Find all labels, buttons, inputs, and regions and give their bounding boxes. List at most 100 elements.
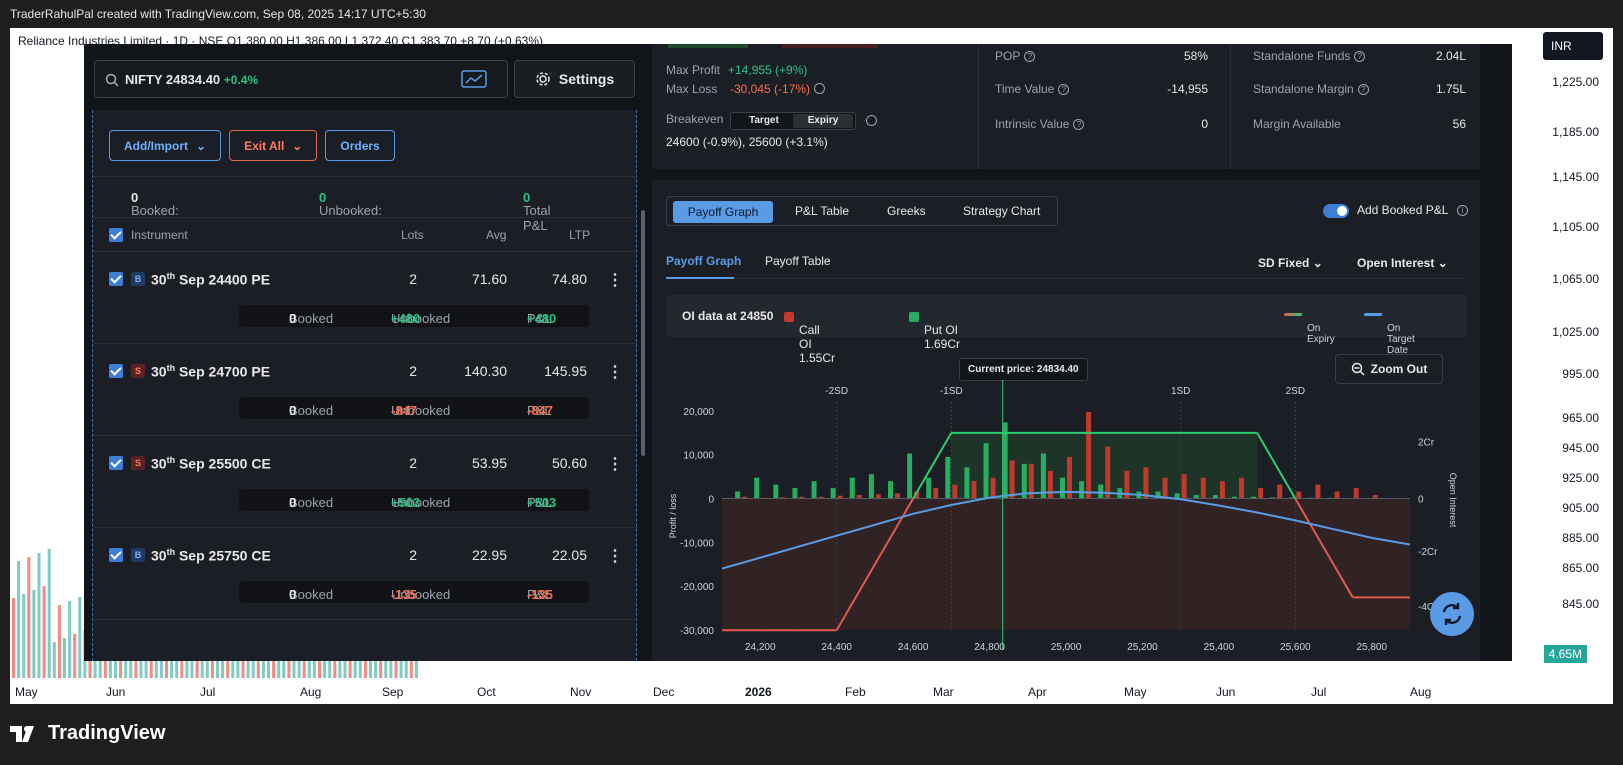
volume-bar xyxy=(119,651,123,678)
time-axis[interactable]: May Jun Jul Aug Sep Oct Nov Dec 2026 Feb Mar Apr May… xyxy=(10,679,1523,704)
more-options-icon[interactable]: ⋮ xyxy=(607,272,623,289)
tab-greeks[interactable]: Greeks xyxy=(887,204,926,218)
target-legend-swatch xyxy=(1364,312,1382,316)
put-oi-bar xyxy=(1079,481,1085,499)
price-tick: 885.00 xyxy=(1562,531,1599,545)
instrument-name[interactable]: 30th Sep 25750 CE xyxy=(151,547,271,564)
help-icon[interactable]: ? xyxy=(1357,84,1369,96)
sd-label: -1SD xyxy=(940,386,963,397)
unbooked-value: -135 xyxy=(391,587,418,602)
profit-bar xyxy=(668,44,748,48)
time-tick: Aug xyxy=(300,685,322,699)
put-oi-bar xyxy=(907,453,913,499)
margin-label-text: Standalone Margin xyxy=(1253,82,1354,96)
put-oi-bar xyxy=(868,474,874,499)
gear-icon xyxy=(536,72,550,86)
instrument-name[interactable]: 30th Sep 25500 CE xyxy=(151,455,271,472)
volume-bar xyxy=(37,553,41,678)
time-value-label: Time Value? xyxy=(995,82,1070,96)
volume-bar xyxy=(379,654,383,678)
unbooked-label: Unbooked xyxy=(391,587,451,602)
call-oi-bar xyxy=(1315,484,1321,499)
orders-button[interactable]: Orders xyxy=(325,130,395,161)
tab-pnl-table[interactable]: P&L Table xyxy=(795,204,850,218)
position-checkbox[interactable] xyxy=(109,456,123,470)
put-oi-bar xyxy=(1193,495,1199,499)
help-icon[interactable]: ? xyxy=(1073,119,1085,131)
volume-bar xyxy=(282,657,286,678)
price-tick: 1,105.00 xyxy=(1552,220,1599,234)
put-oi-bar xyxy=(1060,477,1065,499)
price-scale[interactable]: INR 4.65M 1,225.00 1,185.00 1,145.00 1,105.… xyxy=(1523,28,1613,678)
positions-pane: NIFTY 24834.40 +0.4% Settings Add/Import… xyxy=(84,44,651,661)
target-option[interactable]: Target xyxy=(749,115,779,126)
lots-value: 2 xyxy=(409,271,417,287)
instrument-name[interactable]: 30th Sep 24400 PE xyxy=(151,271,270,288)
more-options-icon[interactable]: ⋮ xyxy=(607,456,623,473)
subtab-payoff-table[interactable]: Payoff Table xyxy=(765,254,831,268)
position-row[interactable]: B 30th Sep 24400 PE 2 71.60 74.80 ⋮ Book… xyxy=(93,252,638,344)
help-icon[interactable]: ? xyxy=(1354,51,1366,63)
help-icon[interactable]: ? xyxy=(866,115,877,126)
currency-selector[interactable]: INR xyxy=(1543,32,1603,60)
current-price-tooltip: Current price: 24834.40 xyxy=(959,358,1088,381)
put-oi-bar xyxy=(1098,484,1104,499)
position-row[interactable]: B 30th Sep 25750 CE 2 22.95 22.05 ⋮ Book… xyxy=(93,528,638,620)
put-oi-bar xyxy=(811,481,817,499)
more-options-icon[interactable]: ⋮ xyxy=(607,364,623,381)
call-oi-bar xyxy=(742,496,748,499)
call-oi-bar xyxy=(780,497,786,499)
positions-table-header: Instrument Lots Avg LTP xyxy=(93,218,638,252)
time-tick: Oct xyxy=(477,685,496,699)
zoom-out-button[interactable]: Zoom Out xyxy=(1335,354,1443,384)
refresh-icon xyxy=(1442,603,1462,625)
time-tick: May xyxy=(15,685,38,699)
time-tick: Jun xyxy=(1216,685,1236,699)
expiry-option[interactable]: Expiry xyxy=(793,114,853,128)
settings-label: Settings xyxy=(558,71,615,87)
tab-strategy-chart[interactable]: Strategy Chart xyxy=(963,204,1041,218)
side-badge: S xyxy=(131,456,145,470)
max-loss-label: Max Loss xyxy=(666,82,718,96)
expiry-day: 30 xyxy=(151,271,167,288)
position-checkbox[interactable] xyxy=(109,548,123,562)
position-pnl-bar: Booked 0 Unbooked -135 P&L -135 xyxy=(239,581,589,603)
add-import-button[interactable]: Add/Import ⌄ xyxy=(109,130,222,161)
payoff-chart[interactable]: -2SD -1SD 1SD 2SD 20,000 10,000 0 -10,000 -20,00… xyxy=(652,380,1480,661)
settings-button[interactable]: Settings xyxy=(514,60,635,98)
y-tick-label: 10,000 xyxy=(683,451,714,462)
volume-bar xyxy=(195,656,199,678)
position-checkbox[interactable] xyxy=(109,364,123,378)
position-checkbox[interactable] xyxy=(109,272,123,286)
chart-trend-icon[interactable] xyxy=(461,70,487,88)
help-icon[interactable]: ? xyxy=(814,83,825,94)
exit-all-button[interactable]: Exit All ⌄ xyxy=(229,130,318,161)
volume-bar xyxy=(302,649,306,678)
select-all-checkbox[interactable] xyxy=(109,228,123,242)
instrument-name[interactable]: 30th Sep 24700 PE xyxy=(151,363,270,380)
put-oi-bar xyxy=(1155,491,1161,499)
ltp-value: 74.80 xyxy=(551,271,587,287)
sd-fixed-dropdown[interactable]: SD Fixed ⌄ xyxy=(1258,256,1323,270)
open-interest-dropdown[interactable]: Open Interest ⌄ xyxy=(1357,256,1448,270)
price-tick: 1,025.00 xyxy=(1552,325,1599,339)
scrollbar[interactable] xyxy=(641,210,645,456)
pnl-label: P&L xyxy=(527,587,552,602)
info-icon[interactable]: i xyxy=(1457,205,1468,216)
position-row[interactable]: S 30th Sep 25500 CE 2 53.95 50.60 ⋮ Book… xyxy=(93,436,638,528)
position-row[interactable]: S 30th Sep 24700 PE 2 140.30 145.95 ⋮ Bo… xyxy=(93,344,638,436)
symbol-search[interactable]: NIFTY 24834.40 +0.4% xyxy=(94,60,508,98)
help-icon[interactable]: ? xyxy=(1024,51,1036,63)
refresh-button[interactable] xyxy=(1430,592,1474,636)
more-options-icon[interactable]: ⋮ xyxy=(607,548,623,565)
exit-all-label: Exit All xyxy=(244,138,285,153)
volume-bar xyxy=(216,648,219,678)
unbooked-value: +480 xyxy=(391,311,421,326)
volume-bar xyxy=(22,594,26,678)
help-icon[interactable]: ? xyxy=(1058,84,1070,96)
add-booked-pnl-toggle[interactable] xyxy=(1323,204,1349,218)
subtab-payoff-graph[interactable]: Payoff Graph xyxy=(666,254,742,268)
tab-payoff-graph[interactable]: Payoff Graph xyxy=(673,201,773,223)
legend-on-expiry: On Expiry xyxy=(1307,323,1335,345)
breakeven-mode-toggle[interactable]: Target Expiry xyxy=(730,112,856,130)
